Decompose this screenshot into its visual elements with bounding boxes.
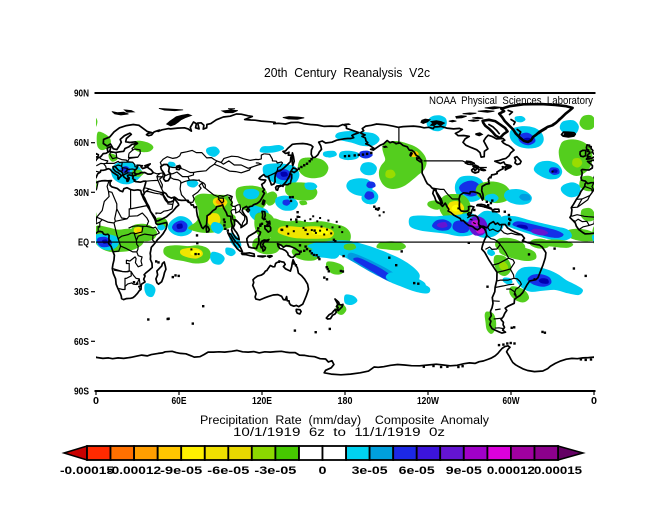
svg-text:Precipitation Rate (mm/day): Precipitation Rate (mm/day) Composite An… [200,415,489,427]
svg-text:0.00012: 0.00012 [487,465,535,477]
svg-text:30S: 30S [74,286,89,298]
svg-text:10/1/1919 6z to 11/1/1919: 10/1/1919 6z to 11/1/1919 0z [233,427,445,439]
svg-text:60S: 60S [74,336,89,348]
svg-text:6e-05: 6e-05 [399,465,435,477]
svg-text:60W: 60W [503,395,520,407]
svg-text:-6e-05: -6e-05 [207,465,249,477]
svg-text:20th Century Reanalysis V2c: 20th Century Reanalysis V2c [264,65,430,80]
svg-text:-9e-05: -9e-05 [160,465,202,477]
svg-text:120E: 120E [252,395,272,407]
svg-text:0.00015: 0.00015 [534,465,582,477]
svg-text:0: 0 [93,395,99,407]
svg-text:90S: 90S [74,386,89,398]
svg-text:90N: 90N [74,88,89,100]
svg-text:120W: 120W [417,395,439,407]
svg-text:0: 0 [319,465,327,477]
svg-text:NOAA Physical Sciences Labo: NOAA Physical Sciences Laboratory [429,95,593,107]
svg-text:EQ: EQ [78,237,89,249]
svg-text:0: 0 [591,395,597,407]
svg-text:-3e-05: -3e-05 [254,465,296,477]
svg-text:30N: 30N [74,187,89,199]
svg-text:60N: 60N [74,137,89,149]
svg-text:-0.00015: -0.00015 [60,465,114,477]
svg-text:-0.00012: -0.00012 [107,465,161,477]
svg-text:9e-05: 9e-05 [446,465,482,477]
svg-text:60E: 60E [172,395,187,407]
svg-text:3e-05: 3e-05 [352,465,388,477]
svg-text:180: 180 [338,395,353,407]
